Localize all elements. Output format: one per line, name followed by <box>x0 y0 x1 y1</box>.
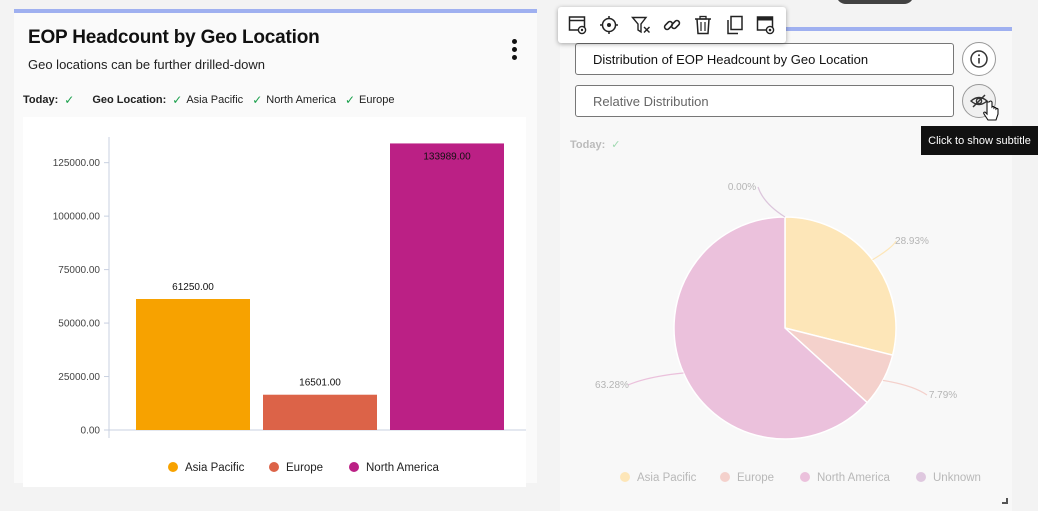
chart-title-input[interactable]: Distribution of EOP Headcount by Geo Loc… <box>575 43 954 75</box>
legend-marker <box>349 462 359 472</box>
filter-bar: Today: ✓ Geo Location: ✓ Asia Pacific ✓ … <box>23 93 404 107</box>
check-icon: ✓ <box>344 93 356 107</box>
legend-marker <box>269 462 279 472</box>
right-filter-bar: Today: ✓ <box>570 138 621 152</box>
check-icon: ✓ <box>611 139 621 151</box>
clear-filter-icon[interactable] <box>629 13 653 37</box>
bar-data-label: 16501.00 <box>299 378 341 389</box>
headcount-card: EOP Headcount by Geo Location Geo locati… <box>14 9 537 487</box>
legend-item: North America <box>366 462 439 474</box>
bar-data-label: 133989.00 <box>423 151 471 162</box>
y-tick-label: 100000.00 <box>53 212 101 223</box>
bar-chart-svg: 0.00 25000.00 50000.00 75000.00 100000.00 125… <box>53 137 532 474</box>
today-filter-label: Today: <box>570 138 606 151</box>
tooltip: Click to show subtitle <box>921 126 1038 155</box>
hand-cursor-icon <box>983 100 999 121</box>
pie-chart-svg: 28.93% 7.79% 63.28% 0.00% Asia Pacific Europe… <box>595 182 981 484</box>
y-tick-label: 0.00 <box>81 426 101 437</box>
pie-data-label: 63.28% <box>595 380 629 391</box>
bar-data-label: 61250.00 <box>172 282 214 293</box>
settings-window-icon[interactable] <box>566 13 590 37</box>
pie-leader-line <box>627 372 684 386</box>
y-tick-label: 25000.00 <box>58 372 100 383</box>
pie-data-label: 7.79% <box>929 390 957 401</box>
overlay-shape <box>836 0 914 4</box>
info-icon <box>970 50 988 68</box>
link-icon[interactable] <box>660 13 684 37</box>
check-icon: ✓ <box>252 93 263 107</box>
geo-filter-value: North America <box>266 94 336 106</box>
widget-toolbar <box>558 7 786 43</box>
card-subtitle: Geo locations can be further drilled-dow… <box>28 57 266 72</box>
trash-icon[interactable] <box>691 13 715 37</box>
legend-item: Asia Pacific <box>185 462 245 474</box>
legend-item: Europe <box>286 462 323 474</box>
legend-marker <box>800 472 810 482</box>
y-tick-label: 75000.00 <box>58 265 100 276</box>
bar-north-america <box>390 143 504 431</box>
today-filter-label: Today: <box>23 94 59 106</box>
bar-chart: 0.00 25000.00 50000.00 75000.00 100000.00 125… <box>23 117 532 487</box>
pie-leader-line <box>757 186 786 218</box>
legend-item: Europe <box>737 472 774 484</box>
geo-filter-value: Europe <box>359 94 395 106</box>
pie-slice-asia-pacific <box>784 216 897 357</box>
legend-item: North America <box>817 472 890 484</box>
check-icon: ✓ <box>172 93 183 107</box>
geo-filter-value: Asia Pacific <box>186 94 244 106</box>
pie-leader-line <box>872 240 897 261</box>
copy-icon[interactable] <box>723 13 747 37</box>
pie-data-label: 28.93% <box>895 236 929 247</box>
pie-leader-line <box>882 379 928 396</box>
eye-slash-icon <box>969 94 989 108</box>
legend-item: Asia Pacific <box>637 472 697 484</box>
pie-chart: 28.93% 7.79% 63.28% 0.00% Asia Pacific Europe… <box>560 160 1012 500</box>
pie-data-label: 0.00% <box>728 182 756 193</box>
geo-filter-label: Geo Location: <box>92 94 167 106</box>
check-icon: ✓ <box>64 93 75 107</box>
resize-handle-icon[interactable] <box>1002 498 1008 504</box>
window-settings-icon[interactable] <box>754 13 778 37</box>
kebab-menu-icon[interactable] <box>509 39 519 61</box>
y-tick-label: 125000.00 <box>53 158 101 169</box>
bar-asia-pacific <box>136 299 250 430</box>
bar-europe <box>263 394 377 430</box>
legend-marker <box>168 462 178 472</box>
target-icon[interactable] <box>597 13 621 37</box>
legend-item: Unknown <box>933 472 981 484</box>
legend-marker <box>620 472 630 482</box>
pie-slice-north-america <box>673 216 869 440</box>
chart-subtitle-input[interactable]: Relative Distribution <box>575 85 954 117</box>
legend-marker <box>720 472 730 482</box>
legend-marker <box>916 472 926 482</box>
y-tick-label: 50000.00 <box>58 319 100 330</box>
info-button[interactable] <box>962 42 996 76</box>
card-title: EOP Headcount by Geo Location <box>28 27 320 48</box>
